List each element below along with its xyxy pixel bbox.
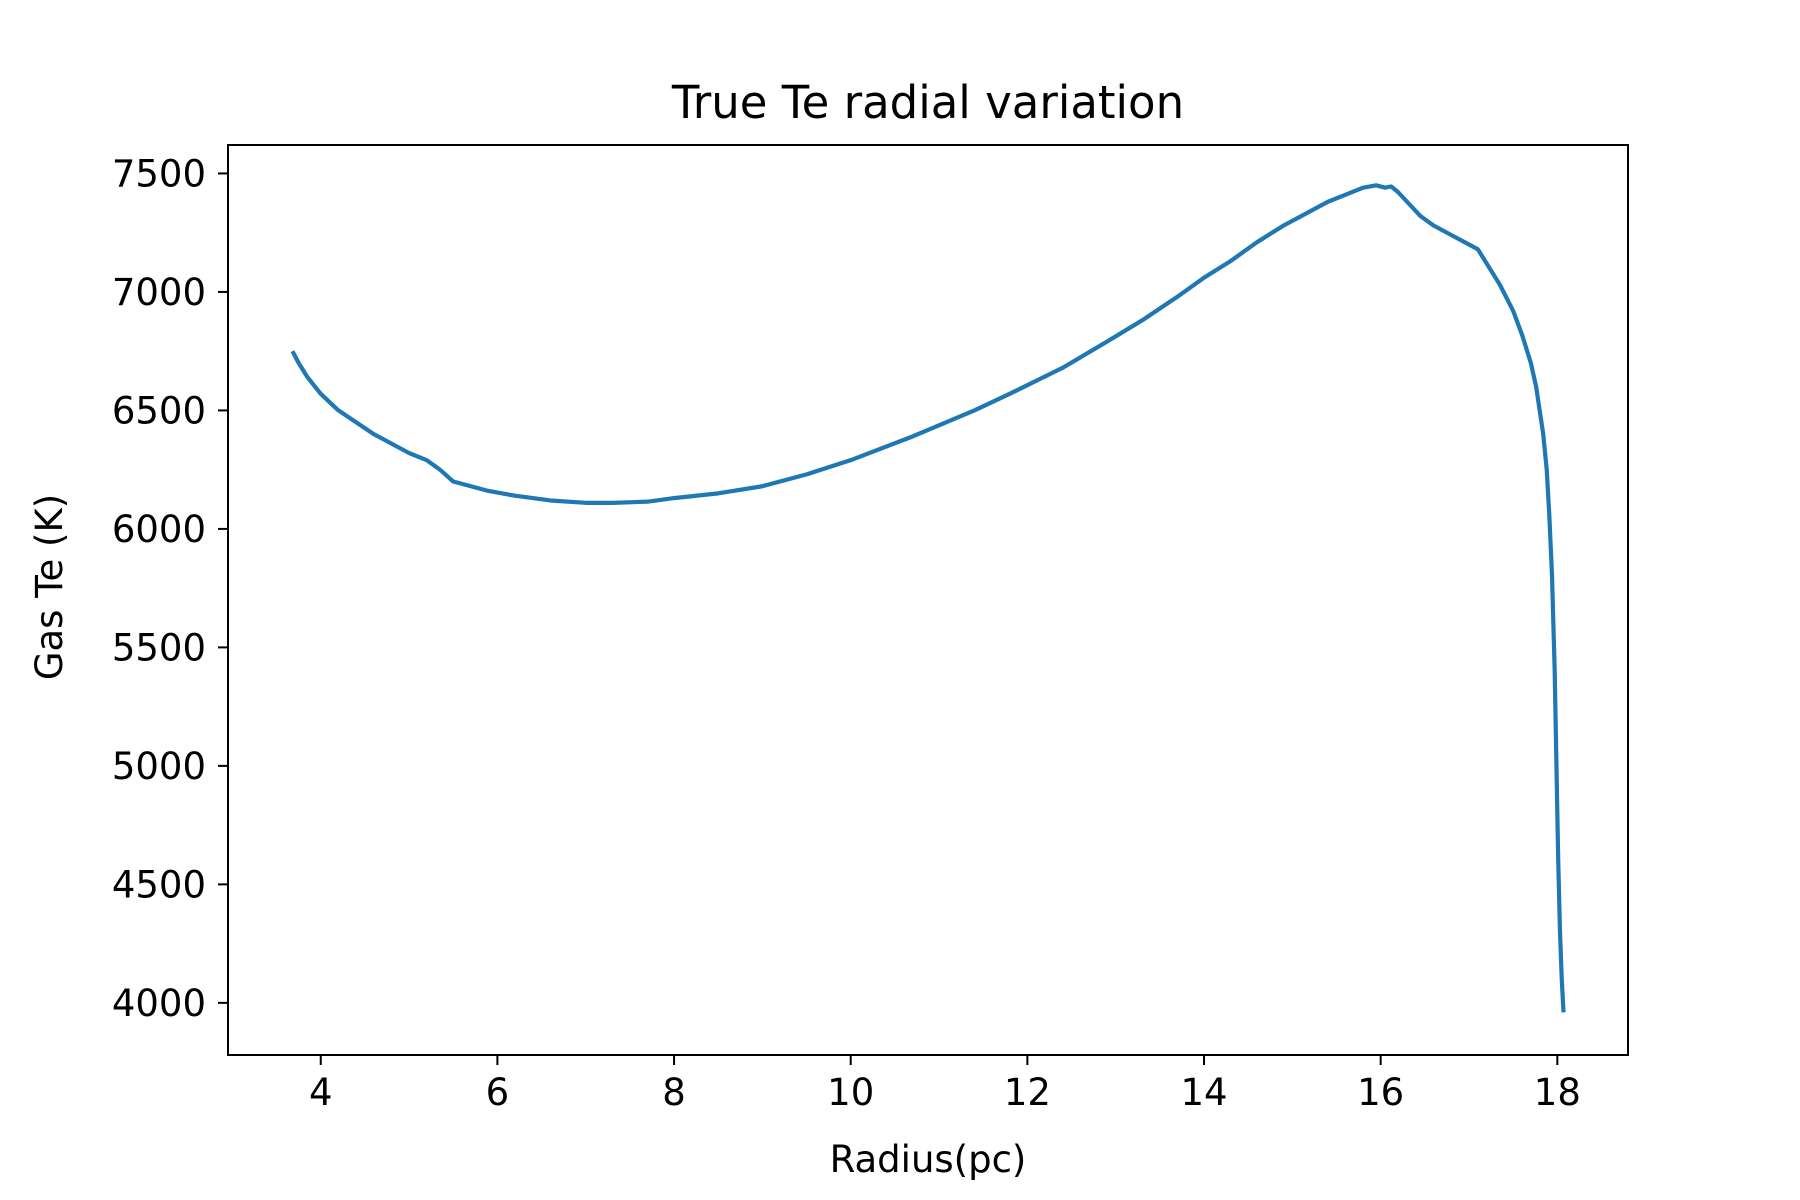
y-axis-label: Gas Te (K) xyxy=(28,494,71,680)
y-tick-label: 7000 xyxy=(112,271,206,314)
y-tick-label: 5000 xyxy=(112,745,206,788)
x-tick-label: 18 xyxy=(1534,1071,1581,1114)
y-tick-label: 4000 xyxy=(112,982,206,1025)
x-tick-label: 6 xyxy=(486,1071,510,1114)
x-tick-label: 16 xyxy=(1357,1071,1404,1114)
series-line-0 xyxy=(290,183,1566,1013)
x-tick-label: 10 xyxy=(827,1071,874,1114)
x-tick-label: 14 xyxy=(1180,1071,1227,1114)
x-tick-label: 12 xyxy=(1004,1071,1051,1114)
x-axis-label: Radius(pc) xyxy=(830,1138,1027,1181)
plot-area: 4 6 8 10 12 14 16 18 4000 4500 5000 5500 6000 6500 700… xyxy=(112,144,1629,1114)
y-tick-label: 5500 xyxy=(112,626,206,669)
x-tick-label: 4 xyxy=(309,1071,333,1114)
x-tick-label: 8 xyxy=(662,1071,686,1114)
y-tick-label: 4500 xyxy=(112,863,206,906)
chart-title: True Te radial variation xyxy=(671,76,1184,129)
y-tick-label: 6500 xyxy=(112,389,206,432)
axes-frame xyxy=(227,144,1629,1056)
y-tick-label: 6000 xyxy=(112,508,206,551)
y-tick-label: 7500 xyxy=(112,152,206,195)
